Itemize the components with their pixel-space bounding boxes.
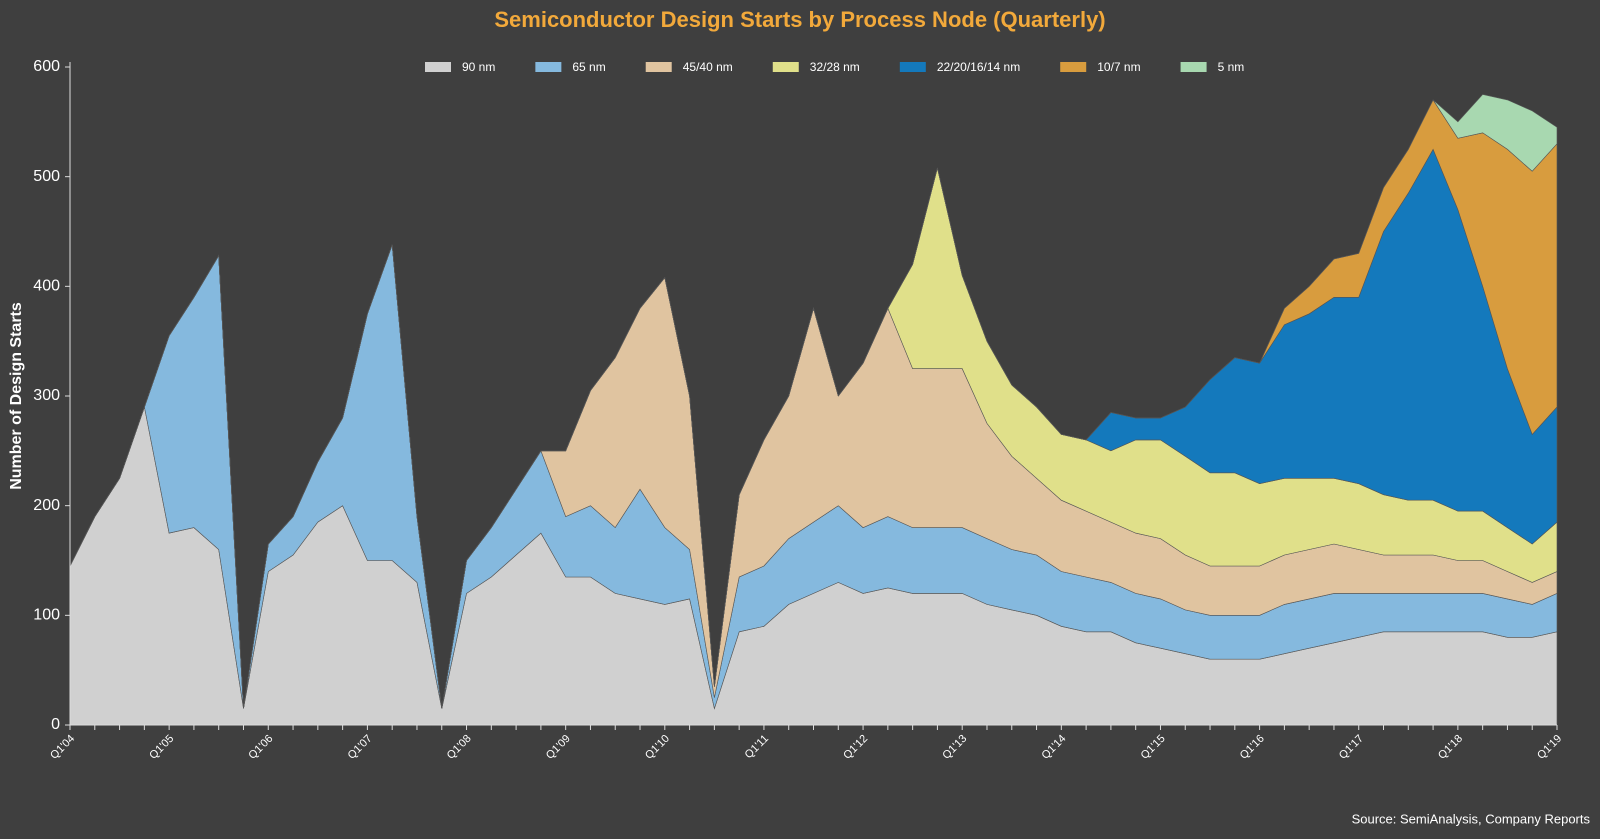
x-tick-label: Q1'06 (246, 733, 275, 762)
x-tick-label: Q1'16 (1238, 733, 1267, 762)
legend-label: 10/7 nm (1097, 60, 1140, 74)
y-tick-label: 0 (51, 716, 60, 733)
x-tick-label: Q1'04 (48, 733, 77, 762)
source: Source: SemiAnalysis, Company Reports (1352, 811, 1591, 826)
legend-swatch (535, 62, 562, 72)
x-tick-label: Q1'17 (1337, 733, 1366, 762)
y-tick-label: 300 (33, 387, 60, 404)
legend-swatch (899, 62, 926, 72)
y-tick-label: 100 (33, 607, 60, 624)
legend-label: 22/20/16/14 nm (937, 60, 1020, 74)
legend-label: 90 nm (462, 60, 495, 74)
legend-swatch (425, 62, 451, 72)
x-tick-label: Q1'19 (1535, 733, 1564, 762)
legend-swatch (1180, 62, 1207, 72)
y-tick-label: 600 (33, 58, 60, 75)
legend-label: 32/28 nm (810, 60, 860, 74)
x-tick-label: Q1'05 (147, 733, 176, 762)
legend-swatch (1060, 62, 1087, 72)
y-tick-label: 500 (33, 168, 60, 185)
x-tick-label: Q1'11 (743, 733, 771, 761)
x-tick-label: Q1'14 (1040, 733, 1069, 762)
chart-title: Semiconductor Design Starts by Process N… (494, 7, 1105, 32)
y-tick-label: 200 (33, 497, 60, 514)
x-tick-label: Q1'09 (544, 733, 573, 762)
y-axis-label: Number of Design Starts (8, 302, 25, 490)
legend-label: 45/40 nm (683, 60, 733, 74)
y-tick-label: 400 (33, 278, 60, 295)
x-tick-label: Q1'12 (841, 733, 870, 762)
legend-label: 65 nm (572, 60, 605, 74)
x-tick-label: Q1'07 (346, 733, 375, 762)
x-tick-label: Q1'13 (940, 733, 969, 762)
legend-swatch (772, 62, 799, 72)
x-tick-label: Q1'18 (1436, 733, 1465, 762)
legend-swatch (645, 62, 672, 72)
area (69, 94, 1558, 709)
legend-label: 5 nm (1218, 60, 1245, 74)
x-tick-label: Q1'08 (445, 733, 474, 762)
x-tick-label: Q1'10 (643, 733, 672, 762)
x-tick-label: Q1'15 (1139, 733, 1168, 762)
